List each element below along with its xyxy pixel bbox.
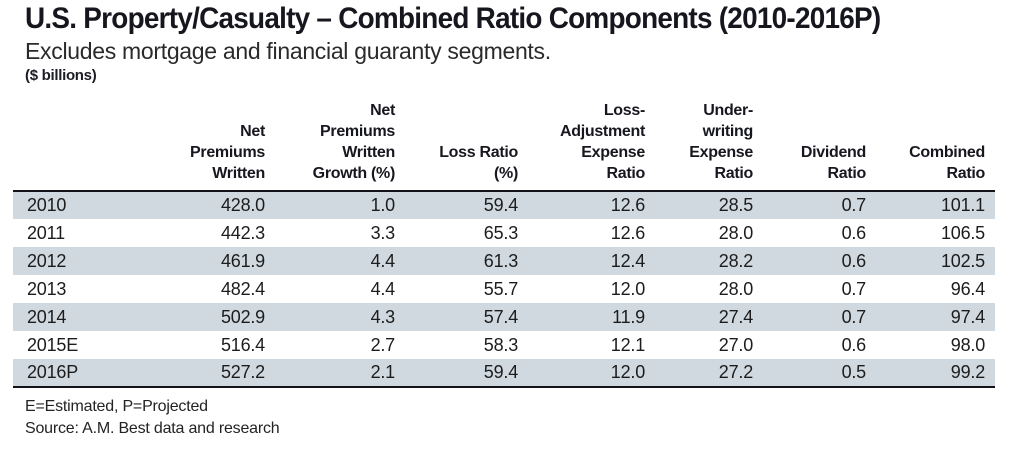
value-cell: 2.7 (370, 334, 396, 355)
table-row-2012: 2012 461.9 4.4 61.3 12.4 28.2 0.6 102.5 (13, 247, 995, 275)
value-cell: 28.5 (718, 195, 753, 215)
year-cell: 2015E (27, 334, 79, 355)
page-title: U.S. Property/Casualty – Combined Ratio … (25, 2, 881, 35)
value-cell: 12.0 (610, 362, 645, 382)
value-cell: 12.4 (610, 250, 645, 271)
column-header-net-premiums-written: Net Premiums Written (190, 123, 265, 182)
footer-block: E=Estimated, P=Projected Source: A.M. Be… (25, 396, 1028, 440)
value-cell: 0.6 (841, 334, 867, 355)
value-cell: 101.1 (940, 195, 985, 215)
value-cell: 1.0 (370, 195, 396, 215)
column-header-dividend-ratio: Dividend Ratio (800, 144, 866, 182)
column-header-loss-ratio: Loss Ratio (%) (439, 144, 518, 182)
value-cell: 59.4 (483, 195, 518, 215)
value-cell: 65.3 (483, 222, 518, 243)
value-cell: 0.5 (841, 362, 867, 382)
value-cell: 428.0 (220, 195, 265, 215)
value-cell: 527.2 (220, 362, 265, 382)
value-cell: 0.7 (841, 306, 867, 327)
value-cell: 96.4 (950, 278, 985, 299)
value-cell: 4.3 (370, 306, 396, 327)
year-cell: 2010 (27, 195, 67, 215)
value-cell: 12.0 (610, 278, 645, 299)
year-cell: 2016P (27, 362, 79, 382)
title-block: U.S. Property/Casualty – Combined Ratio … (0, 0, 1028, 86)
value-cell: 11.9 (612, 306, 645, 327)
legend-note: E=Estimated, P=Projected (25, 398, 208, 415)
value-cell: 0.7 (841, 195, 867, 215)
table-row-2010: 2010 428.0 1.0 59.4 12.6 28.5 0.7 101.1 (13, 191, 995, 219)
value-cell: 28.2 (718, 250, 753, 271)
value-cell: 28.0 (718, 278, 753, 299)
value-cell: 57.4 (483, 306, 518, 327)
column-header-year (13, 100, 125, 191)
table-row-2011: 2011 442.3 3.3 65.3 12.6 28.0 0.6 106.5 (13, 219, 995, 247)
value-cell: 482.4 (220, 278, 265, 299)
year-cell: 2011 (27, 222, 65, 243)
page-subtitle: Excludes mortgage and financial guaranty… (25, 38, 551, 64)
year-cell: 2014 (27, 306, 67, 327)
value-cell: 12.1 (610, 334, 645, 355)
table-body: 2010 428.0 1.0 59.4 12.6 28.5 0.7 101.1 … (13, 191, 995, 387)
value-cell: 516.4 (220, 334, 265, 355)
value-cell: 3.3 (370, 222, 396, 243)
units-note: ($ billions) (25, 67, 97, 84)
value-cell: 0.6 (841, 250, 867, 271)
value-cell: 58.3 (483, 334, 518, 355)
value-cell: 99.2 (950, 362, 985, 382)
column-header-combined-ratio: Combined Ratio (909, 144, 985, 182)
value-cell: 61.3 (483, 250, 518, 271)
table-row-2016P: 2016P 527.2 2.1 59.4 12.0 27.2 0.5 99.2 (13, 359, 995, 387)
value-cell: 28.0 (718, 222, 753, 243)
value-cell: 2.1 (370, 362, 396, 382)
source-note: Source: A.M. Best data and research (25, 420, 280, 437)
value-cell: 0.6 (841, 222, 867, 243)
combined-ratio-table: Net Premiums Written Net Premiums Writte… (13, 100, 995, 388)
value-cell: 106.5 (940, 222, 985, 243)
table-row-2014: 2014 502.9 4.3 57.4 11.9 27.4 0.7 97.4 (13, 303, 995, 331)
table-header-row: Net Premiums Written Net Premiums Writte… (13, 100, 995, 191)
year-cell: 2013 (27, 278, 67, 299)
value-cell: 55.7 (483, 278, 518, 299)
value-cell: 98.0 (950, 334, 985, 355)
column-header-underwriting-expense-ratio: Under- writing Expense Ratio (689, 102, 753, 182)
table-row-2015E: 2015E 516.4 2.7 58.3 12.1 27.0 0.6 98.0 (13, 331, 995, 359)
value-cell: 442.3 (220, 222, 265, 243)
year-cell: 2012 (27, 250, 67, 271)
value-cell: 461.9 (220, 250, 265, 271)
value-cell: 502.9 (220, 306, 265, 327)
value-cell: 97.4 (950, 306, 985, 327)
column-header-lae-ratio: Loss- Adjustment Expense Ratio (559, 102, 645, 182)
value-cell: 4.4 (370, 250, 396, 271)
value-cell: 12.6 (610, 195, 645, 215)
value-cell: 27.4 (718, 306, 753, 327)
value-cell: 0.7 (841, 278, 867, 299)
value-cell: 102.5 (940, 250, 985, 271)
value-cell: 27.0 (718, 334, 753, 355)
value-cell: 4.4 (370, 278, 396, 299)
column-header-npw-growth: Net Premiums Written Growth (%) (312, 102, 396, 182)
table-row-2013: 2013 482.4 4.4 55.7 12.0 28.0 0.7 96.4 (13, 275, 995, 303)
table-header: Net Premiums Written Net Premiums Writte… (13, 100, 995, 191)
value-cell: 59.4 (483, 362, 518, 382)
value-cell: 12.6 (610, 222, 645, 243)
value-cell: 27.2 (718, 362, 753, 382)
